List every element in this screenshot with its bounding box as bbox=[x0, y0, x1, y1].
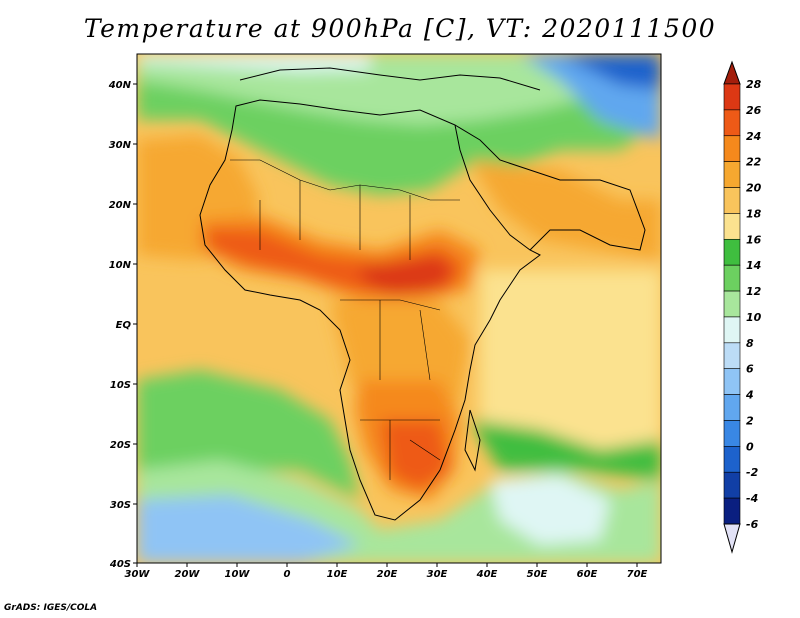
madagascar bbox=[464, 409, 481, 472]
colorbar-swatch bbox=[723, 420, 741, 447]
lon-label: 30W bbox=[125, 569, 151, 580]
colorbar-label: 24 bbox=[746, 130, 761, 143]
colorbar-swatch bbox=[723, 446, 741, 473]
temperature-field bbox=[137, 54, 661, 563]
lon-label: 10E bbox=[327, 569, 348, 580]
field-indian-ocean-8-10 bbox=[490, 475, 610, 545]
colorbar-label: 16 bbox=[746, 233, 762, 246]
colorbar-label: 20 bbox=[746, 182, 762, 195]
colorbar-swatch bbox=[723, 135, 741, 162]
field-sahel-26-28 bbox=[360, 255, 455, 295]
colorbar-swatch bbox=[723, 342, 741, 370]
lon-label: 0 bbox=[284, 569, 291, 580]
colorbar-label: -2 bbox=[746, 466, 759, 479]
colorbar-max-triangle bbox=[723, 60, 741, 85]
field-indian-ocean-16-18 bbox=[480, 270, 661, 460]
lon-label: 40E bbox=[476, 569, 498, 580]
colorbar-label: 4 bbox=[745, 389, 754, 402]
colorbar-swatch bbox=[723, 264, 741, 292]
field-atlantic-8-10 bbox=[137, 54, 370, 72]
lon-label: 20W bbox=[175, 569, 201, 580]
colorbar-swatch bbox=[723, 394, 741, 421]
lat-label: 20S bbox=[110, 440, 131, 451]
lon-label: 50E bbox=[527, 569, 548, 580]
lat-label: 40N bbox=[108, 80, 132, 91]
map-frame bbox=[136, 53, 662, 564]
colorbar-label: 18 bbox=[746, 207, 762, 220]
coastlines bbox=[199, 67, 646, 521]
lon-label: 70E bbox=[627, 569, 648, 580]
field-south-24-26 bbox=[380, 420, 450, 490]
colorbar-label: 14 bbox=[746, 259, 761, 272]
arabia-coastline bbox=[454, 124, 646, 251]
colorbar-label: 26 bbox=[746, 104, 762, 117]
lat-label: 20N bbox=[109, 200, 132, 211]
colorbar-label: 22 bbox=[746, 156, 762, 169]
colorbar-swatch bbox=[723, 161, 741, 188]
lon-label: 60E bbox=[577, 569, 598, 580]
colorbar-swatch bbox=[723, 316, 741, 344]
colorbar-label: 12 bbox=[746, 285, 762, 298]
field-southern-ocean-4-6 bbox=[137, 495, 360, 563]
lat-label: 10N bbox=[109, 260, 132, 271]
colorbar-swatch bbox=[723, 497, 741, 525]
lon-label: 10W bbox=[225, 569, 251, 580]
longitude-axis: 30W 20W 10W 0 10E 20E 30E 40E 50E 60E 70E bbox=[125, 563, 648, 580]
colorbar-label: 28 bbox=[746, 78, 762, 91]
colorbar-min-triangle bbox=[723, 523, 741, 554]
field-arabia-20-22 bbox=[470, 160, 661, 260]
colorbar-label: 0 bbox=[746, 440, 754, 453]
colorbar-swatch bbox=[723, 471, 741, 499]
lon-label: 30E bbox=[427, 569, 448, 580]
country-borders bbox=[230, 159, 460, 480]
latitude-axis: 40N 30N 20N 10N EQ 10S 20S 30S 40S bbox=[108, 80, 137, 570]
africa-coastline bbox=[199, 99, 541, 521]
southern-europe-coastline bbox=[239, 67, 541, 91]
colorbar-swatch bbox=[723, 109, 741, 137]
colorbar-swatch bbox=[723, 290, 741, 318]
colorbar-label: -4 bbox=[746, 492, 758, 505]
colorbar-label: -6 bbox=[746, 518, 759, 531]
colorbar-label: 10 bbox=[746, 311, 762, 324]
colorbar-swatch bbox=[723, 83, 741, 111]
lat-label: 40S bbox=[109, 559, 131, 570]
colorbar-swatch bbox=[723, 368, 741, 395]
map-title: Temperature at 900hPa [C], VT: 202011150… bbox=[83, 14, 717, 43]
field-indian-ocean-14-16 bbox=[470, 420, 661, 480]
lat-label: 30N bbox=[109, 140, 132, 151]
colorbar-swatch bbox=[723, 187, 741, 214]
colorbar-swatch bbox=[723, 213, 741, 240]
field-north-10-12 bbox=[137, 54, 661, 125]
grads-credit: GrADS: IGES/COLA bbox=[4, 603, 98, 613]
colorbar-swatch bbox=[723, 238, 741, 266]
field-iran-colder bbox=[560, 54, 661, 90]
lat-label: EQ bbox=[116, 320, 132, 331]
colorbar-label: 6 bbox=[746, 363, 754, 376]
colorbar-label: 8 bbox=[746, 337, 754, 350]
lat-label: 10S bbox=[110, 380, 131, 391]
colorbar-label: 2 bbox=[746, 414, 754, 427]
lat-label: 30S bbox=[110, 500, 131, 511]
lon-label: 20E bbox=[377, 569, 398, 580]
